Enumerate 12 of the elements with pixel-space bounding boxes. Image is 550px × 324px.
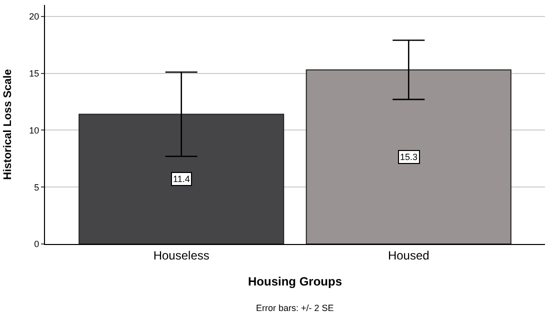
data-label: 15.3 [400,152,418,162]
x-tick-label: Houseless [153,248,210,262]
y-tick-label: 5 [34,182,40,192]
text: Error bars: +/- 2 SE [256,303,334,313]
x-axis-title: Housing Groups [248,274,342,288]
y-tick-label: 20 [29,12,40,22]
y-axis-title: Historical Loss Scale [2,69,14,180]
x-tick-label: Housed [388,248,430,262]
y-tick-label: 15 [29,68,40,78]
y-tick-label: 0 [34,239,40,250]
y-tick-label: 10 [29,125,40,136]
data-label: 11.4 [173,174,190,184]
